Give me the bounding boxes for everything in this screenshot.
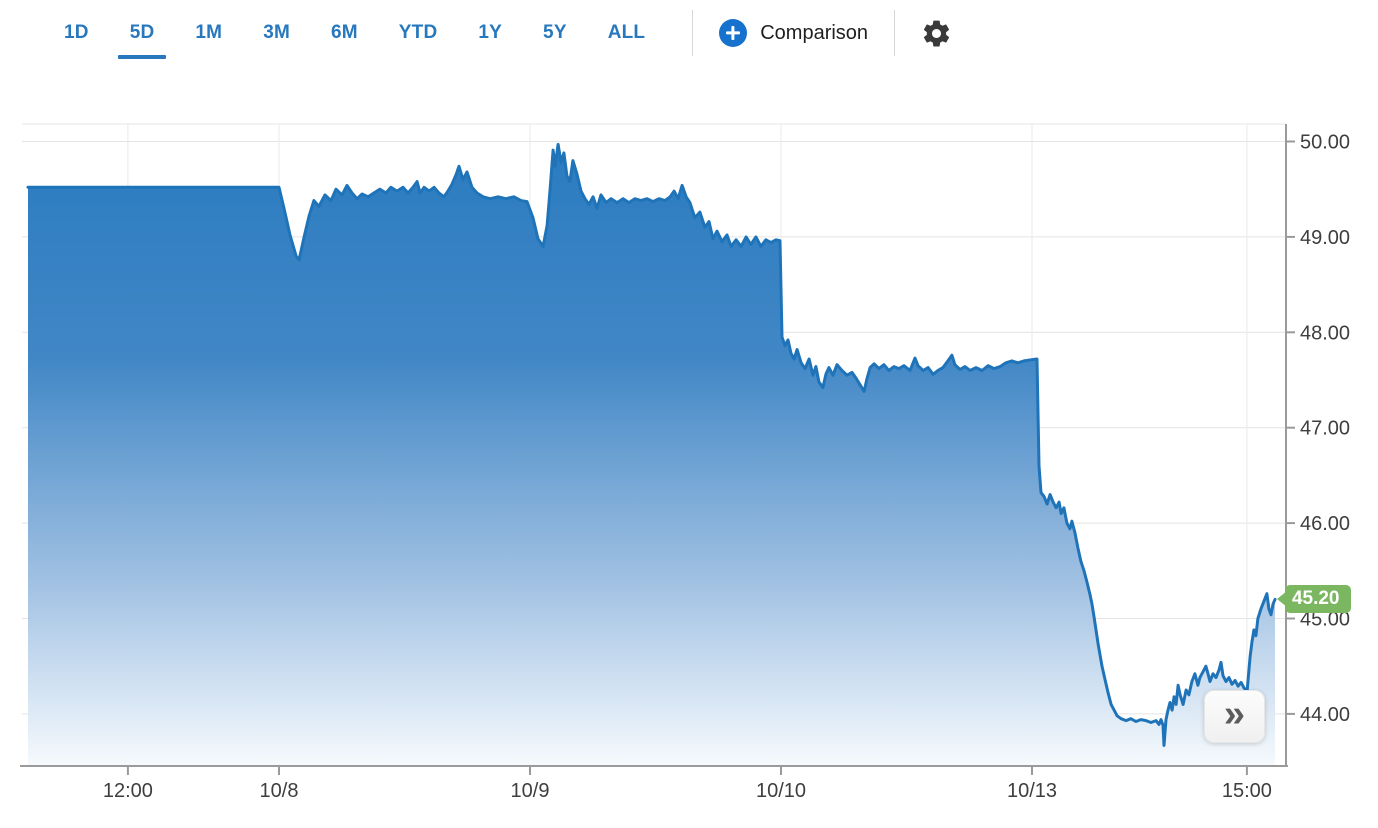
- x-axis-label: 12:00: [103, 780, 153, 802]
- x-axis-label: 10/9: [511, 780, 550, 802]
- x-axis-label: 10/10: [756, 780, 806, 802]
- x-axis-label: 10/13: [1007, 780, 1057, 802]
- double-chevron-right-icon: »: [1223, 692, 1246, 735]
- toolbar-divider: [894, 10, 896, 56]
- y-axis-label: 44.00: [1300, 704, 1350, 726]
- settings-button[interactable]: [915, 16, 958, 51]
- comparison-label: Comparison: [760, 21, 869, 44]
- last-price-value: 45.20: [1284, 585, 1351, 614]
- tab-1y[interactable]: 1Y: [478, 22, 503, 43]
- tab-5y[interactable]: 5Y: [543, 22, 567, 43]
- y-axis-label: 48.00: [1300, 322, 1350, 344]
- x-axis-label: 10/8: [260, 780, 299, 802]
- tab-ytd[interactable]: YTD: [398, 22, 438, 43]
- tab-6m[interactable]: 6M: [331, 22, 358, 43]
- comparison-button[interactable]: Comparison: [713, 19, 874, 47]
- badge-arrow-icon: [1276, 591, 1287, 608]
- y-axis-label: 50.00: [1300, 132, 1350, 154]
- gear-icon: [923, 20, 950, 46]
- time-range-toolbar: 1D 5D 1M 3M 6M YTD 1Y 5Y ALL Comparison: [0, 0, 1378, 66]
- last-price-badge: 45.20: [1276, 585, 1351, 614]
- tab-3m[interactable]: 3M: [263, 22, 290, 43]
- y-axis-label: 46.00: [1300, 513, 1350, 535]
- tab-1m[interactable]: 1M: [195, 22, 223, 43]
- y-axis-label: 47.00: [1300, 418, 1350, 440]
- x-axis-label: 15:00: [1222, 780, 1272, 802]
- add-icon: [719, 19, 748, 47]
- scroll-forward-button[interactable]: »: [1204, 690, 1265, 743]
- tab-1d[interactable]: 1D: [64, 22, 89, 43]
- y-axis-label: 49.00: [1300, 227, 1350, 249]
- price-area: [28, 144, 1275, 766]
- y-axis-label: 45.00: [1300, 609, 1350, 631]
- time-range-tabs: 1D 5D 1M 3M 6M YTD 1Y 5Y ALL: [50, 4, 672, 62]
- price-line: [26, 142, 1277, 747]
- tab-all[interactable]: ALL: [607, 22, 646, 43]
- tab-5d[interactable]: 5D: [116, 4, 169, 62]
- toolbar-divider: [692, 10, 694, 56]
